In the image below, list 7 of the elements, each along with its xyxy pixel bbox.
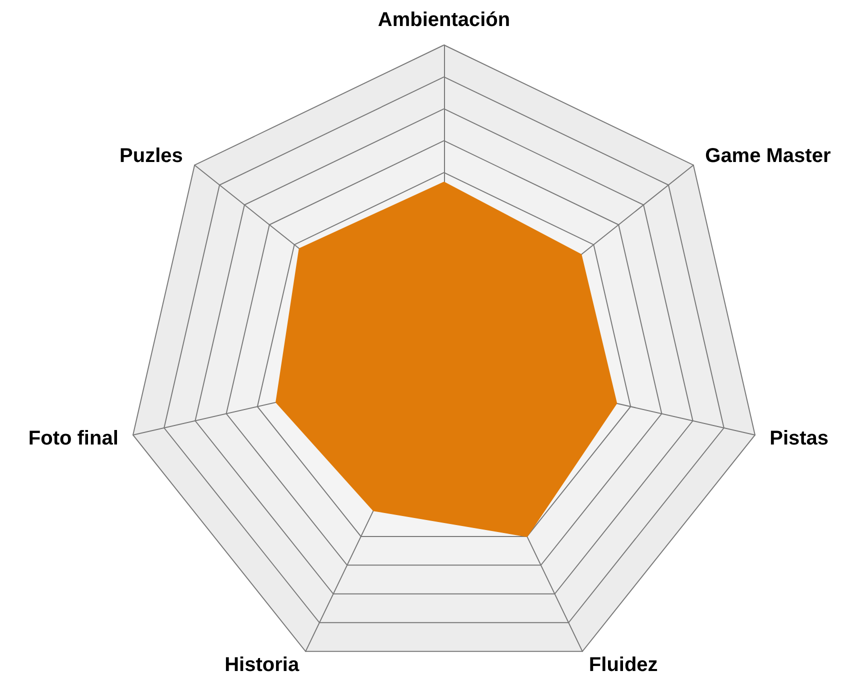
spoke-label: Puzles: [120, 144, 183, 167]
spoke-label: Pistas: [770, 427, 829, 450]
spoke-label: Foto final: [28, 427, 118, 450]
spoke-label: Historia: [224, 654, 300, 676]
spoke-label: Fluidez: [588, 654, 658, 676]
spoke-label: Game Master: [705, 144, 831, 167]
spoke-label: Ambientación: [378, 9, 510, 31]
